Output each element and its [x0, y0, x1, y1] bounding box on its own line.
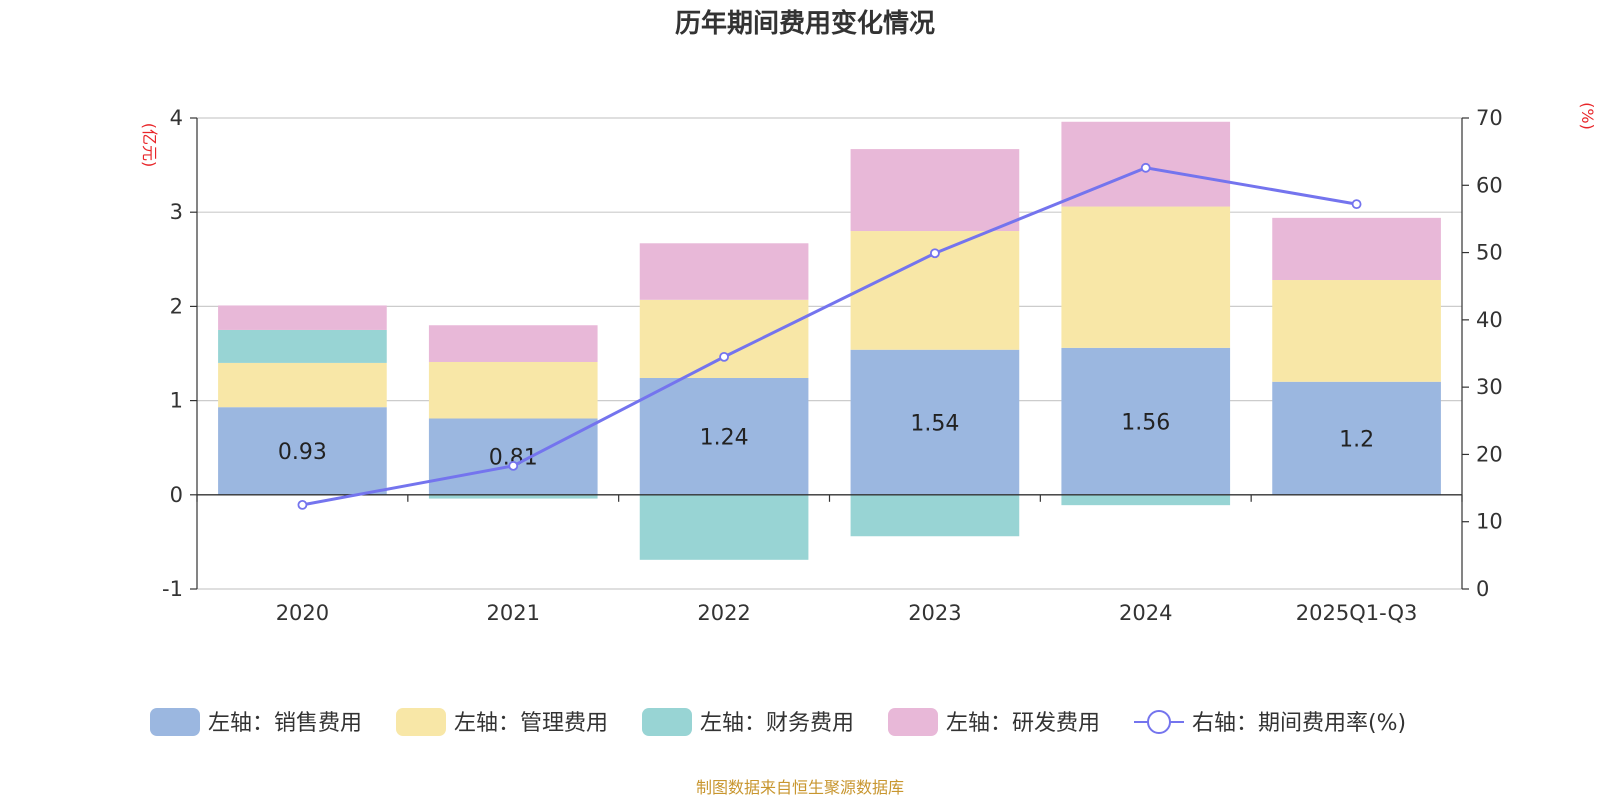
right-axis-tick-label: 40 [1476, 308, 1503, 332]
bar-segment [1061, 494, 1231, 506]
chart-title: 历年期间费用变化情况 [675, 8, 935, 39]
legend-swatch [642, 708, 692, 736]
left-axis-tick-label: 1 [170, 389, 183, 413]
bar-data-label: 1.2 [1339, 427, 1374, 452]
bar-data-label: 0.93 [278, 440, 327, 465]
bar-segment [218, 305, 387, 330]
legend-label: 左轴：财务费用 [700, 711, 854, 736]
bar-segment [218, 362, 387, 408]
bar-segment [1272, 280, 1441, 382]
x-axis-tick-label: 2025Q1-Q3 [1296, 601, 1418, 625]
rate-line-point [1351, 199, 1362, 210]
bar-segment [850, 349, 1020, 495]
right-axis-tick-label: 70 [1476, 106, 1503, 130]
right-axis-tick-label: 50 [1476, 241, 1503, 265]
legend-item: 左轴：财务费用 [642, 708, 854, 736]
left-axis-unit: (亿元) [140, 123, 159, 168]
legend-label: 左轴：研发费用 [946, 711, 1100, 736]
bar-segment [850, 494, 1020, 537]
legend-label: 右轴：期间费用率(%) [1192, 711, 1406, 736]
rate-line-point [297, 499, 308, 510]
x-axis-tick-label: 2021 [487, 601, 540, 625]
legend-item: 左轴：研发费用 [888, 708, 1100, 736]
rate-line [302, 166, 1357, 507]
bar-segment [428, 494, 598, 499]
legend-swatch [150, 708, 200, 736]
bar-segment [1061, 347, 1231, 495]
bar-segment [639, 299, 809, 378]
bar-segment [428, 325, 598, 362]
data-label-group: 0.93 0.811.241.54 1.561.2 [278, 410, 1374, 470]
rate-line-group [297, 162, 1362, 510]
legend-label: 左轴：销售费用 [208, 711, 362, 736]
bar-segment [428, 361, 598, 419]
left-axis-tick-label: 4 [170, 106, 183, 130]
left-axis-tick-label: 2 [170, 294, 183, 318]
right-axis-tick-label: 60 [1476, 173, 1503, 197]
bar-segment [639, 377, 809, 495]
x-axis-tick-label: 2022 [697, 601, 750, 625]
bar-segment [218, 407, 387, 495]
rate-line-point [930, 248, 940, 259]
rate-line-point [1140, 162, 1151, 173]
x-axis-tick-label: 2023 [908, 601, 961, 625]
legend-label: 左轴：管理费用 [454, 711, 608, 736]
bar-segment [1061, 206, 1231, 348]
legend-item: 左轴：销售费用 [150, 708, 362, 736]
bar-segment [1272, 381, 1441, 495]
legend-swatch [396, 708, 446, 736]
bar-data-label: 1.56 [1121, 410, 1170, 435]
legend-swatch [888, 708, 938, 736]
left-axis-tick-label: -1 [162, 577, 183, 601]
left-axis-tick-label: 0 [170, 483, 183, 507]
rate-line-point [508, 460, 519, 471]
right-axis-tick-label: 0 [1476, 577, 1489, 601]
legend-line-marker [1147, 710, 1171, 734]
bar-segment [639, 243, 809, 300]
left-axis-tick-label: 3 [170, 200, 183, 224]
bar-data-label: 1.54 [910, 411, 959, 436]
legend-item: 右轴：期间费用率(%) [1134, 710, 1406, 736]
right-axis-tick-label: 30 [1476, 375, 1503, 399]
bar-segment [428, 418, 598, 495]
right-axis-unit: (%) [1578, 102, 1597, 130]
right-axis-tick-label: 10 [1476, 510, 1503, 534]
rate-line-point [719, 351, 729, 362]
bar-data-label: 1.24 [700, 425, 749, 450]
bar-series-group [218, 121, 1441, 560]
x-axis-tick-label: 2020 [276, 601, 329, 625]
bar-segment [850, 149, 1020, 232]
legend: 左轴：销售费用 左轴：管理费用 左轴：财务费用 左轴：研发费用 右轴：期间费用率(%) [150, 708, 1406, 736]
bar-segment [218, 329, 387, 363]
bar-segment [639, 494, 809, 560]
bar-segment [1272, 217, 1441, 281]
x-axis-tick-label: 2024 [1119, 601, 1172, 625]
legend-item: 左轴：管理费用 [396, 708, 608, 736]
right-axis-tick-label: 20 [1476, 442, 1503, 466]
source-note: 制图数据来自恒生聚源数据库 [696, 778, 904, 797]
